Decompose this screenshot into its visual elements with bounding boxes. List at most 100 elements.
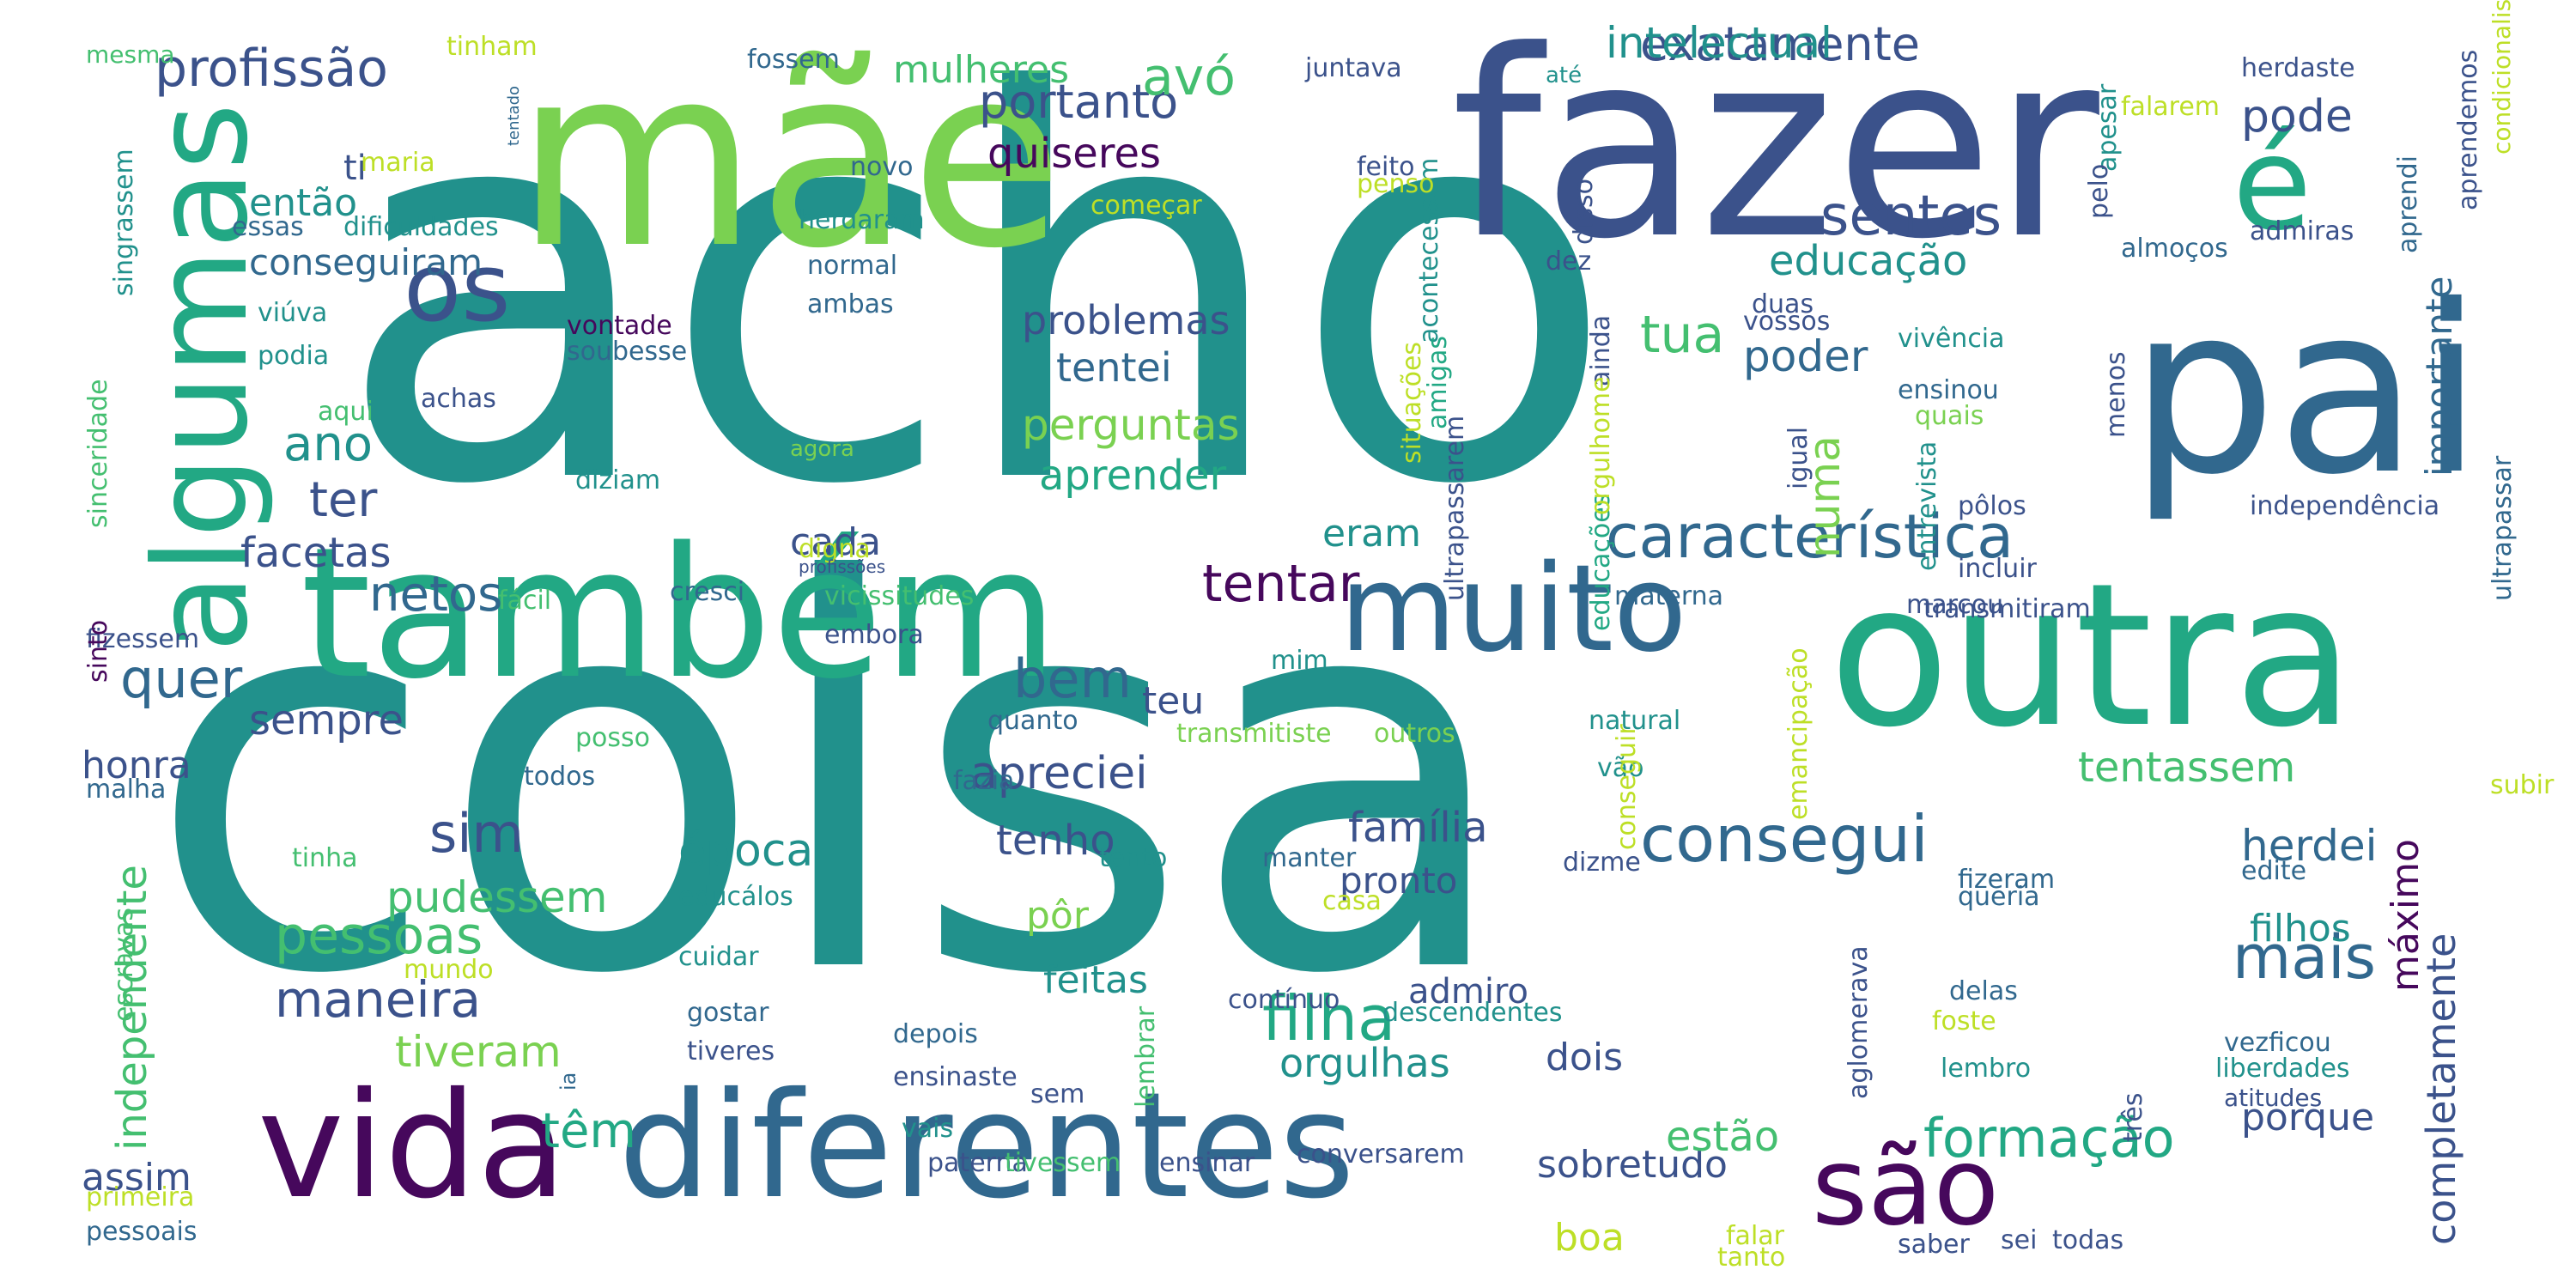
word-aprendi: aprendi (2393, 155, 2423, 253)
word-tua: tua (1640, 305, 1725, 365)
word-pessoais: pessoais (86, 1217, 197, 1247)
word-aprender: aprender (1039, 452, 1227, 500)
word-educacao: educação (1769, 237, 1968, 285)
word-conseguiram: conseguiram (249, 241, 483, 283)
word-mundo: mundo (404, 955, 494, 985)
word-tem: têm (541, 1103, 636, 1159)
word-sobretudo: sobretudo (1537, 1143, 1728, 1187)
word-facetas: facetas (240, 529, 392, 577)
word-sei: sei (2001, 1225, 2038, 1255)
word-familia: família (1348, 804, 1488, 852)
word-sinto: sinto (83, 619, 113, 683)
word-tres: três (2118, 1092, 2148, 1142)
word-sentes: sentes (1820, 185, 2002, 248)
word-digna: digna (799, 534, 871, 564)
word-tentassem: tentassem (2078, 744, 2296, 792)
word-viuva: viúva (258, 298, 328, 328)
word-tentado: tentado (505, 85, 523, 146)
word-feito: feito (1357, 152, 1415, 182)
word-entao: então (249, 181, 358, 225)
word-lembrar: lembrar (1131, 1005, 1161, 1108)
word-aglomerava: aglomerava (1844, 945, 1874, 1099)
word-igual: igual (1783, 426, 1814, 489)
word-herdei: herdei (2241, 821, 2378, 871)
word-netos: netos (369, 567, 503, 623)
word-perguntas: perguntas (1022, 400, 1240, 450)
word-paterna: paterna (927, 1148, 1028, 1178)
word-condicionalismos: condicionalismos (2488, 0, 2516, 155)
word-teu: teu (1142, 679, 1205, 723)
word-malha: malha (86, 775, 167, 805)
word-pode: pode (2241, 91, 2353, 143)
word-avo: avó (1142, 47, 1236, 107)
word-outros: outros (1374, 719, 1455, 749)
word-herdaram: herdaram (799, 205, 925, 235)
word-honra: honra (82, 744, 191, 787)
word-cresci: cresci (670, 577, 745, 607)
word-tento: tento (1099, 843, 1168, 873)
word-quais: quais (1915, 401, 1984, 431)
word-ia: ia (556, 1072, 580, 1091)
word-dois: dois (1546, 1036, 1623, 1079)
word-fazer: fazer (1451, 0, 2099, 295)
word-filhos: filhos (2250, 907, 2351, 951)
word-ate: até (1546, 63, 1583, 88)
word-educalos: educálos (678, 882, 793, 912)
word-tinha: tinha (292, 843, 358, 873)
word-penso: penso (1357, 169, 1435, 199)
word-maria: maria (361, 148, 435, 178)
word-emancipacao: emancipação (1783, 647, 1814, 820)
word-disso: disso (1569, 179, 1599, 245)
word-consegui: consegui (1640, 801, 1929, 877)
word-maximo: máximo (2384, 839, 2427, 992)
word-fizessem: fizessem (86, 624, 200, 654)
word-aqui: aqui (318, 397, 374, 427)
word-porque: porque (2241, 1096, 2375, 1139)
word-incluir: incluir (1958, 554, 2037, 584)
word-mim: mim (1271, 646, 1328, 676)
word-formacao: formação (1923, 1107, 2175, 1170)
word-facil: fácil (498, 586, 552, 616)
word-embora: embora (824, 620, 924, 650)
word-manter: manter (1262, 843, 1357, 873)
word-mulheres: mulheres (893, 48, 1070, 92)
word-vais: vais (902, 1114, 954, 1144)
word-por: pôr (1026, 894, 1089, 938)
word-pessoas: pessoas (275, 906, 483, 966)
word-normal: normal (807, 251, 898, 281)
word-intelectual: intelectual (1606, 18, 1832, 68)
word-tentar: tentar (1202, 554, 1360, 614)
word-agora: agora (790, 436, 854, 462)
word-profissao: profissão (155, 39, 388, 99)
word-importante: importante (2418, 276, 2460, 477)
word-filha: filha (1262, 982, 1396, 1054)
word-mais: mais (2233, 922, 2377, 993)
word-continuo: contínuo (1228, 985, 1340, 1015)
word-aprendemos: aprendemos (2453, 49, 2483, 210)
word-singrassem: singrassem (109, 149, 139, 296)
word-os: os (404, 233, 511, 343)
word-caracteristica: característica (1606, 501, 2014, 572)
word-cuidar: cuidar (678, 942, 759, 972)
word-assim: assim (82, 1156, 191, 1200)
word-dez: dez (1546, 246, 1592, 276)
word-polos: pôlos (1958, 491, 2026, 521)
word-herdaste: herdaste (2241, 53, 2355, 83)
word-admiro: admiro (1408, 972, 1529, 1012)
word-independencia: independência (2250, 491, 2440, 521)
word-falarem: falarem (2121, 92, 2221, 122)
word-todos: todos (524, 762, 596, 792)
word-essas: essas (232, 212, 304, 242)
word-sim: sim (429, 802, 524, 865)
word-epoca: época (678, 825, 814, 877)
word-muito: muito (1340, 539, 1687, 679)
word-admiras: admiras (2250, 216, 2354, 246)
word-quiseres: quiseres (987, 130, 1161, 178)
word-orgulhome: orgulhome (1586, 376, 1616, 515)
word-pai: pai (2129, 255, 2483, 526)
word-vezficou: vezficou (2224, 1028, 2331, 1058)
word-mae: mãe (515, 14, 1064, 303)
word-apreciei: apreciei (970, 748, 1148, 799)
word-conversarem: conversarem (1297, 1139, 1465, 1170)
word-mesma: mesma (86, 40, 175, 69)
